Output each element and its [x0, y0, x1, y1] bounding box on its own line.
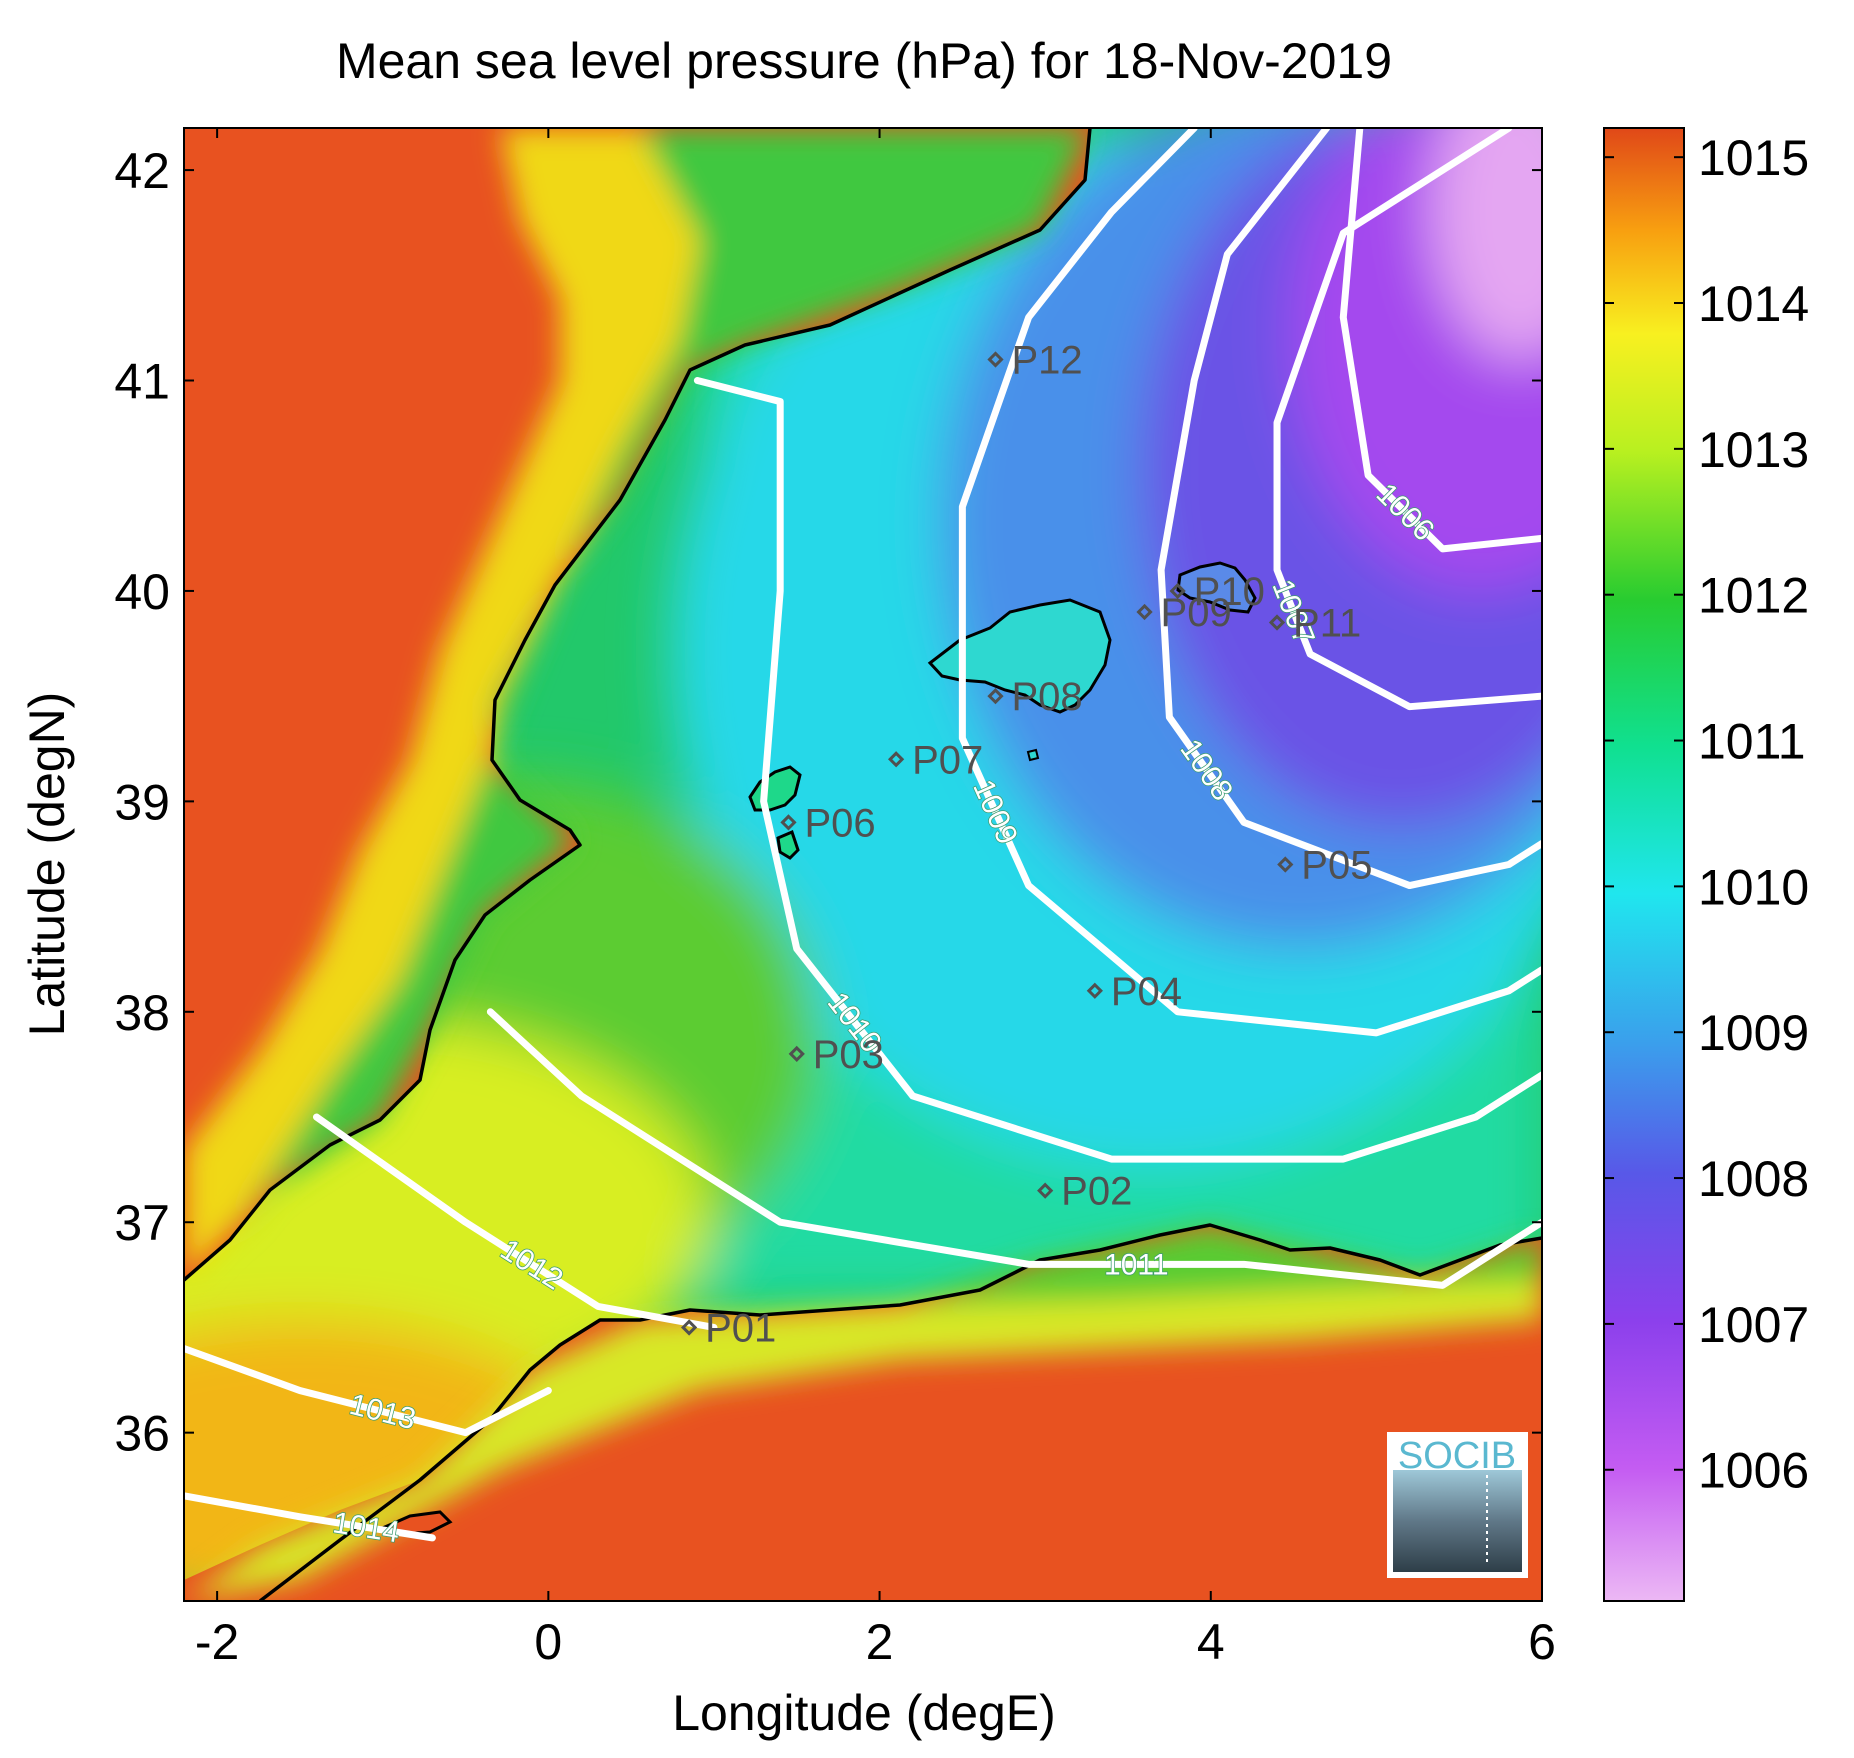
colorbar-tick-label: 1009 [1698, 1005, 1809, 1061]
station-label: P08 [1011, 675, 1082, 719]
island-mallorca [927, 598, 1112, 714]
isobar-1014 [184, 1492, 436, 1542]
station-marker [1277, 856, 1294, 873]
station-marker [888, 751, 905, 768]
isobar-1011 [486, 1008, 1542, 1289]
x-tick-label: -2 [195, 1614, 239, 1670]
y-tick-label: 37 [114, 1195, 170, 1251]
isobar-1006 [1339, 128, 1542, 553]
y-tick-label: 39 [114, 774, 170, 830]
station-label: P10 [1194, 570, 1265, 614]
land-iberia [184, 128, 1090, 1280]
station-marker [987, 351, 1004, 368]
island-formentera [776, 829, 800, 860]
colorbar-tick-label: 1006 [1698, 1443, 1809, 1499]
station-marker [780, 814, 797, 831]
station-marker [1169, 582, 1186, 600]
colorbar: 1006 1007 1008 1009 1010 1011 1012 1013 1014 1015 [1603, 127, 1809, 1602]
y-tick-label: 40 [114, 564, 170, 620]
x-axis-label: Longitude (degE) [672, 1685, 1056, 1741]
colorbar-tick-label: 1008 [1698, 1151, 1809, 1207]
station-marker [788, 1045, 805, 1063]
isobar-1012 [312, 1113, 718, 1331]
coastline-africa [258, 1223, 1542, 1601]
station-label: P11 [1293, 602, 1361, 646]
y-tick-label: 36 [114, 1406, 170, 1462]
x-tick-label: 4 [1197, 1614, 1225, 1670]
station-marker [1037, 1182, 1054, 1199]
colorbar-ticks: 1006 1007 1008 1009 1010 1011 1012 1013 1014 1015 [1604, 130, 1809, 1499]
station-label: P03 [813, 1033, 884, 1077]
y-tick-label: 42 [114, 143, 170, 199]
chart-title: Mean sea level pressure (hPa) for 18-Nov… [336, 33, 1392, 89]
colorbar-tick-label: 1011 [1698, 714, 1806, 770]
x-tick-label: 0 [534, 1614, 562, 1670]
island-menorca [1176, 561, 1257, 614]
socib-logo: SOCIB [1387, 1432, 1528, 1578]
isobar-1013 [184, 1344, 552, 1437]
station-marker [987, 688, 1004, 705]
isobar-1007 [1273, 128, 1542, 711]
isobar-label-group: 1011 [1103, 1248, 1169, 1283]
x-axis-ticks: -2 0 2 4 6 [195, 128, 1556, 1670]
station-label: P04 [1111, 970, 1182, 1014]
colorbar-tick-label: 1012 [1698, 568, 1809, 624]
station-label: P01 [705, 1306, 776, 1350]
station-label: P06 [804, 801, 875, 845]
balearic-islands [372, 561, 1257, 1536]
island-cabrera [1026, 748, 1040, 762]
socib-logo-text: SOCIB [1398, 1435, 1516, 1477]
isobar-label: 1011 [1104, 1248, 1169, 1281]
y-axis-label: Latitude (degN) [19, 692, 75, 1037]
colorbar-tick-label: 1013 [1698, 422, 1809, 478]
station-marker [1136, 603, 1153, 621]
x-tick-label: 2 [866, 1614, 894, 1670]
y-tick-label: 38 [114, 985, 170, 1041]
isobar-1008 [1157, 128, 1542, 890]
station-label: P09 [1161, 591, 1232, 635]
colorbar-tick-label: 1007 [1698, 1297, 1809, 1353]
map-frame [183, 127, 1543, 1602]
station-marker [1086, 982, 1103, 999]
y-axis-ticks: 36 37 38 39 40 41 42 [114, 143, 1542, 1462]
colorbar-tick-label: 1010 [1698, 859, 1809, 915]
coastline-iberia [184, 128, 1092, 1282]
station-label: P05 [1301, 844, 1372, 888]
y-tick-label: 41 [114, 354, 170, 410]
station-label: P02 [1061, 1170, 1132, 1214]
colorbar-tick-label: 1015 [1698, 130, 1809, 186]
colorbar-gradient [1603, 127, 1685, 1602]
isobar-1010 [693, 377, 1542, 1163]
station-marker [680, 1319, 698, 1336]
x-tick-label: 6 [1528, 1614, 1556, 1670]
coastlines [184, 128, 1542, 1601]
isobar-1009 [958, 128, 1542, 1037]
station-marker [1268, 614, 1286, 631]
station-label: P07 [912, 738, 983, 782]
colorbar-tick-label: 1014 [1698, 276, 1809, 332]
station-label: P12 [1011, 338, 1082, 382]
